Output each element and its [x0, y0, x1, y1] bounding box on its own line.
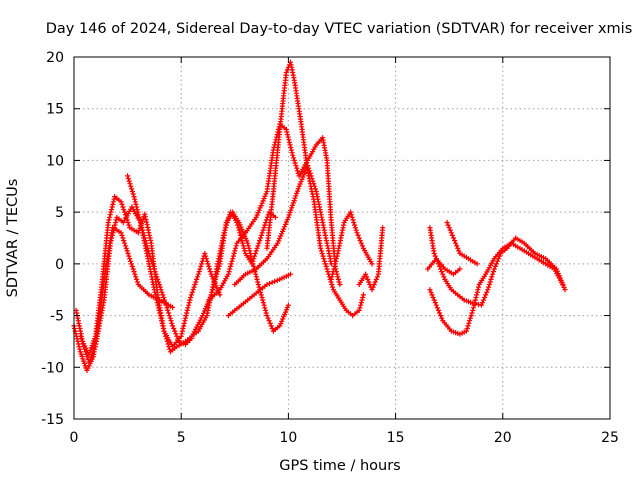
x-tick-label: 0: [70, 430, 79, 446]
series-plus-markers: [189, 209, 291, 339]
series-track-13: [427, 225, 568, 308]
x-tick-label: 25: [601, 430, 619, 446]
x-tick-label: 20: [494, 430, 512, 446]
series-plus-markers: [206, 121, 343, 303]
series-plus-markers: [356, 225, 386, 293]
y-tick-label: 15: [46, 102, 64, 118]
series-track-9: [232, 163, 334, 288]
series-plus-markers: [225, 271, 294, 319]
series-track-7: [264, 59, 366, 319]
series-plus-markers: [264, 59, 366, 319]
y-tick-label: 0: [55, 257, 64, 273]
series-plus-markers: [232, 163, 334, 288]
y-tick-label: 20: [46, 50, 64, 66]
axis-ticks: 0 5 10 15 20 25 -15 -10 -5 0 5 10 15 20: [41, 50, 619, 446]
series-track-15: [444, 219, 480, 267]
series-track-14: [425, 256, 463, 277]
series-plus-markers: [125, 173, 223, 350]
x-axis-label: GPS time / hours: [279, 458, 400, 474]
series-plus-markers: [444, 219, 480, 267]
series-plus-markers: [427, 240, 566, 337]
series-track-11: [356, 225, 386, 293]
series-track-6: [206, 121, 343, 303]
y-axis-label: SDTVAR / TECUs: [5, 179, 21, 298]
y-tick-label: -5: [50, 309, 64, 325]
chart-title: Day 146 of 2024, Sidereal Day-to-day VTE…: [46, 21, 633, 37]
data-series-group: [71, 59, 568, 373]
y-tick-label: -10: [41, 360, 64, 376]
series-track-4: [125, 173, 223, 350]
x-tick-label: 10: [279, 430, 297, 446]
series-track-8: [225, 271, 294, 319]
plot-frame: [73, 56, 611, 420]
series-track-10: [328, 209, 375, 282]
series-plus-markers: [427, 225, 568, 308]
series-plus-markers: [425, 256, 463, 277]
series-line: [446, 221, 478, 265]
series-track-5: [189, 209, 291, 339]
y-tick-label: 10: [46, 153, 64, 169]
y-tick-label: -15: [41, 412, 64, 428]
grid-lines: [74, 57, 610, 419]
x-tick-label: 15: [387, 430, 405, 446]
series-track-12: [427, 240, 566, 337]
x-tick-label: 5: [177, 430, 186, 446]
y-tick-label: 5: [55, 205, 64, 221]
series-plus-markers: [328, 209, 375, 282]
